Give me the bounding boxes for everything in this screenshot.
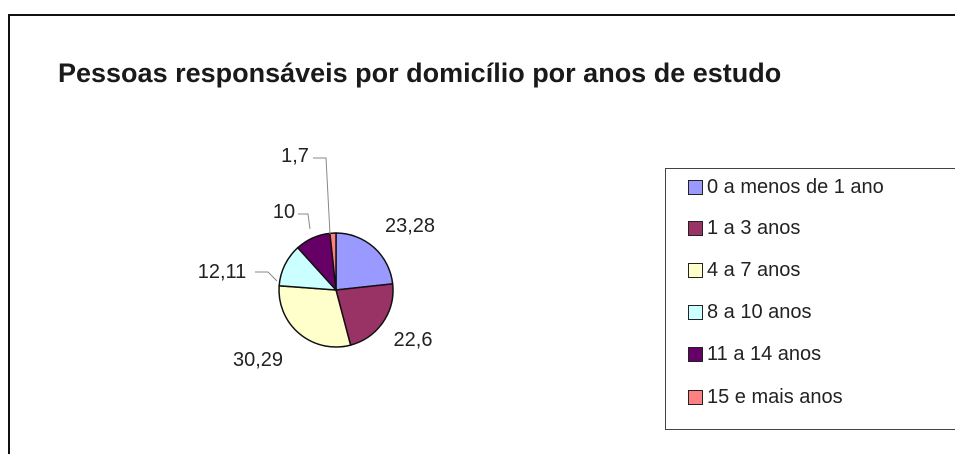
chart-frame xyxy=(8,14,955,454)
pie-chart: 23,28 22,6 30,29 12,11 10 1,7 xyxy=(198,145,435,371)
legend-swatch-1 xyxy=(688,220,703,236)
legend-item-3: 8 a 10 anos xyxy=(688,300,812,324)
legend-label-3: 8 a 10 anos xyxy=(707,300,812,323)
legend-label-2: 4 a 7 anos xyxy=(707,258,801,281)
leader-line-5 xyxy=(313,157,331,235)
legend-item-4: 11 a 14 anos xyxy=(688,342,821,366)
legend-label-0: 0 a menos de 1 ano xyxy=(707,175,884,198)
pie-slice-1 xyxy=(335,283,394,347)
chart-title: Pessoas responsáveis por domicílio por a… xyxy=(58,58,782,88)
pie-slice-2 xyxy=(278,284,352,348)
chart-legend: 0 a menos de 1 ano 1 a 3 anos 4 a 7 anos… xyxy=(665,168,955,430)
data-label-3: 12,11 xyxy=(198,261,247,283)
legend-swatch-2 xyxy=(688,262,703,278)
legend-item-5: 15 e mais anos xyxy=(688,385,843,409)
legend-label-1: 1 a 3 anos xyxy=(707,216,801,239)
legend-item-0: 0 a menos de 1 ano xyxy=(688,175,884,199)
legend-swatch-0 xyxy=(688,179,703,195)
legend-swatch-5 xyxy=(688,389,703,405)
leader-line-4 xyxy=(298,213,311,230)
pie-slice-0 xyxy=(335,232,394,291)
legend-swatch-4 xyxy=(688,346,703,362)
data-label-4: 10 xyxy=(273,201,295,223)
legend-item-1: 1 a 3 anos xyxy=(688,216,800,240)
legend-item-2: 4 a 7 anos xyxy=(688,258,800,282)
data-label-1: 22,6 xyxy=(394,329,433,351)
data-label-5: 1,7 xyxy=(281,145,309,167)
legend-label-5: 15 e mais anos xyxy=(707,385,843,408)
legend-label-4: 11 a 14 anos xyxy=(707,342,822,365)
data-label-0: 23,28 xyxy=(385,215,435,237)
data-label-2: 30,29 xyxy=(233,349,283,371)
leader-line-3 xyxy=(255,271,278,282)
legend-swatch-3 xyxy=(688,304,703,320)
